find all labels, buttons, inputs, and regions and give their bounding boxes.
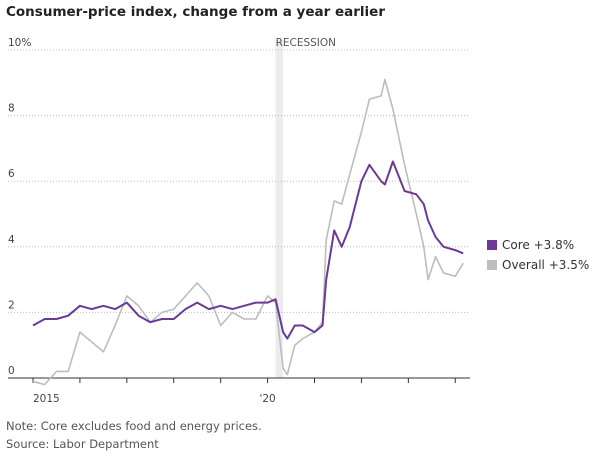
legend-label: Overall +3.5% bbox=[502, 258, 589, 272]
y-tick-label: 10% bbox=[8, 37, 31, 49]
x-tick-label: '20 bbox=[259, 393, 275, 405]
chart-title: Consumer-price index, change from a year… bbox=[6, 4, 385, 20]
source: Source: Labor Department bbox=[6, 437, 159, 451]
y-tick-label: 8 bbox=[8, 103, 15, 115]
legend-swatch bbox=[487, 240, 497, 250]
recession-band bbox=[275, 40, 284, 378]
series-line bbox=[32, 160, 464, 340]
y-tick-label: 4 bbox=[8, 234, 15, 246]
note: Note: Core excludes food and energy pric… bbox=[6, 419, 262, 433]
y-tick-label: 6 bbox=[8, 168, 15, 180]
legend-label: Core +3.8% bbox=[502, 238, 574, 252]
recession-label: RECESSION bbox=[276, 37, 336, 49]
legend-swatch bbox=[487, 260, 497, 270]
x-tick-label: 2015 bbox=[33, 393, 60, 405]
series-line bbox=[32, 78, 464, 386]
y-tick-label: 0 bbox=[8, 365, 15, 377]
y-tick-label: 2 bbox=[8, 299, 15, 311]
